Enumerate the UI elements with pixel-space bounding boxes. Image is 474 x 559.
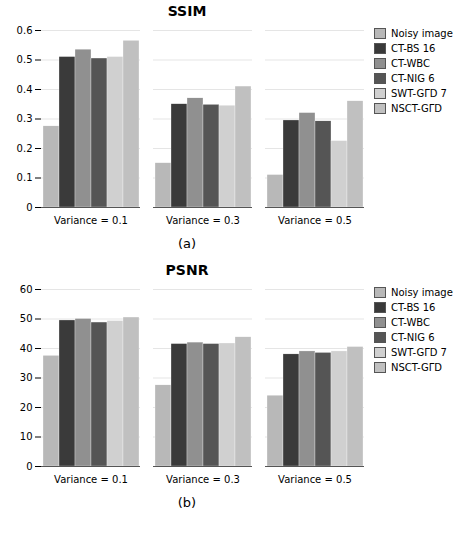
svg-text:0.2: 0.2 [17,143,33,154]
html-text:CT-BS 16: CT-BS 16 [391,43,436,54]
svg-text:60: 60 [20,284,33,295]
html-text:(b): (b) [177,495,197,510]
svg-text:Variance = 0.3: Variance = 0.3 [166,474,240,485]
html-text:NSCT-GΓD: NSCT-GΓD [391,103,442,114]
svg-text:0: 0 [26,202,32,213]
svg-text:Variance = 0.3: Variance = 0.3 [166,215,240,226]
html-text:PSNR: PSNR [165,262,209,278]
svg-text:0.6: 0.6 [17,25,33,36]
html-text:CT-NIG 6: CT-NIG 6 [391,73,435,84]
html-text:CT-WBC: CT-WBC [391,317,430,328]
svg-text:Variance = 0.5: Variance = 0.5 [278,215,352,226]
html-text:SWT-GΓD 7: SWT-GΓD 7 [391,347,447,358]
html-text:CT-WBC: CT-WBC [391,58,430,69]
svg-text:50: 50 [20,313,33,324]
svg-text:0.5: 0.5 [17,54,33,65]
html-text:Noisy image: Noisy image [391,287,453,298]
html-text:SWT-GΓD 7: SWT-GΓD 7 [391,88,447,99]
html-text:CT-NIG 6: CT-NIG 6 [391,332,435,343]
html-text:Noisy image: Noisy image [391,28,453,39]
svg-text:0.1: 0.1 [17,172,33,183]
html-text:SSIM: SSIM [167,3,207,19]
svg-text:0: 0 [26,461,32,472]
svg-text:Variance = 0.1: Variance = 0.1 [54,474,128,485]
svg-text:30: 30 [20,372,33,383]
svg-text:Variance = 0.5: Variance = 0.5 [278,474,352,485]
svg-text:10: 10 [20,431,33,442]
svg-text:0.4: 0.4 [17,84,33,95]
svg-text:20: 20 [20,402,33,413]
svg-text:0.3: 0.3 [17,113,33,124]
html-text:NSCT-GΓD: NSCT-GΓD [391,362,442,373]
svg-text:40: 40 [20,343,33,354]
html-text:CT-BS 16: CT-BS 16 [391,302,436,313]
svg-text:Variance = 0.1: Variance = 0.1 [54,215,128,226]
html-text:(a): (a) [177,236,197,251]
